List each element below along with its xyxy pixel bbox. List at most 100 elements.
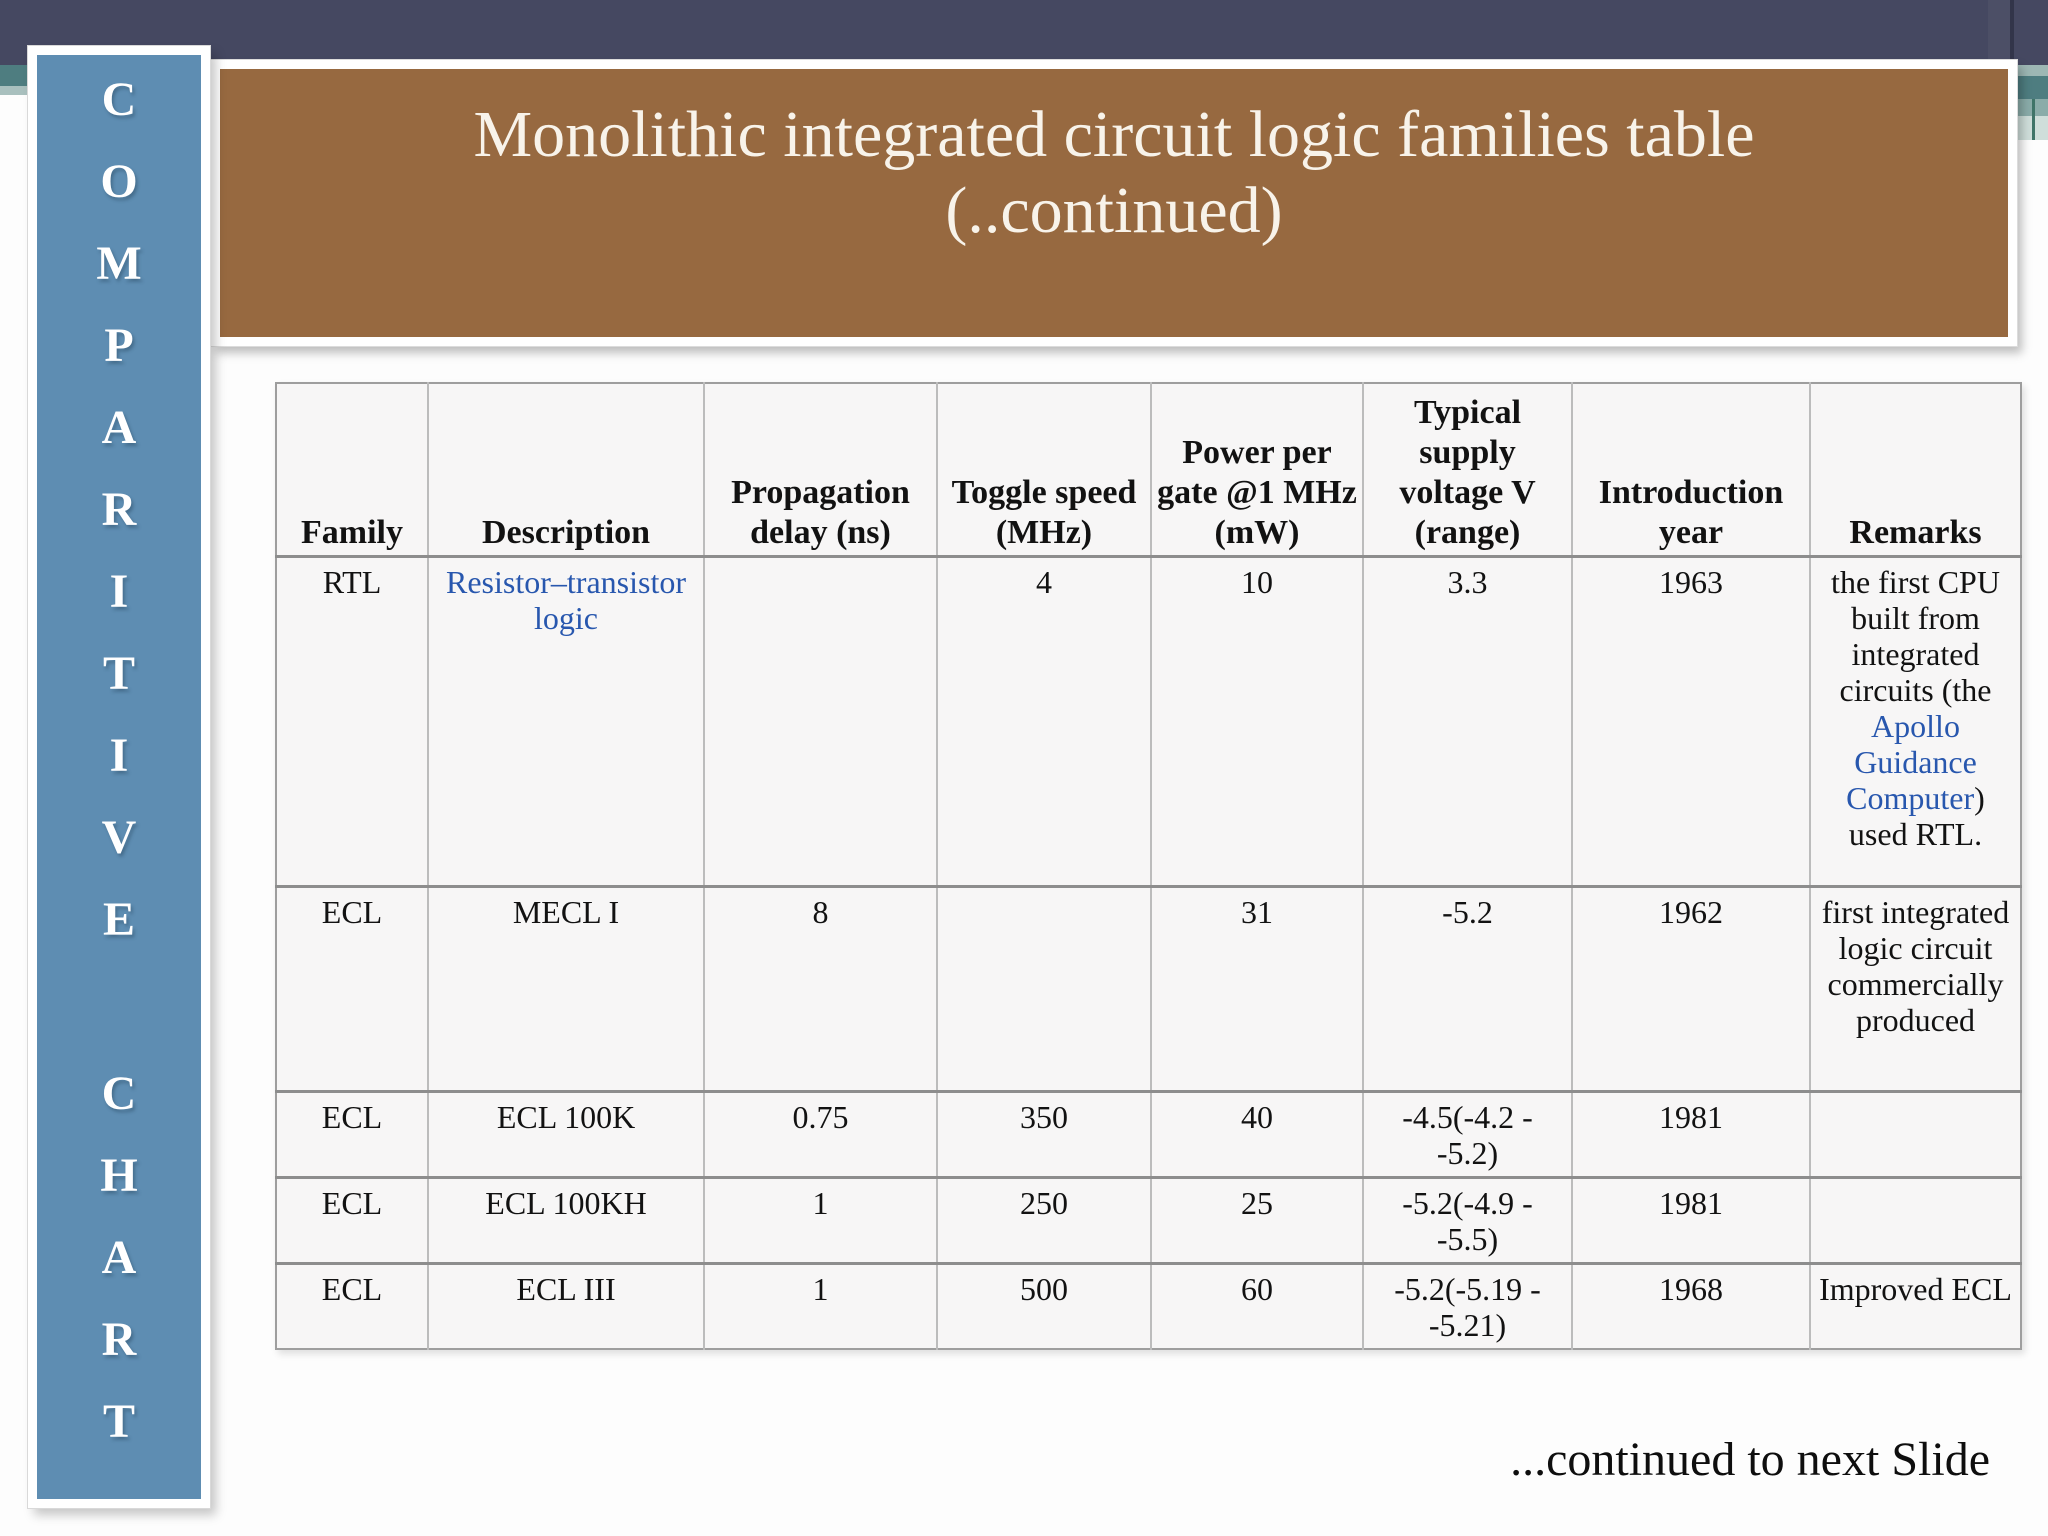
table-cell: 1968 <box>1571 1263 1810 1349</box>
teal-accent-right-line <box>2032 99 2035 140</box>
table-cell: 60 <box>1150 1263 1363 1349</box>
table-cell: 40 <box>1150 1091 1363 1177</box>
cell-text: MECL I <box>512 893 620 930</box>
table-cell: 1 <box>703 1177 937 1263</box>
table-row: RTL Resistor–transistor logic 4 10 3.3 1963 th… <box>276 556 2021 886</box>
cell-text: 1962 <box>1659 893 1723 930</box>
table-cell: 250 <box>936 1177 1151 1263</box>
table-cell <box>1809 1091 2021 1177</box>
cell-text: ECL <box>321 1270 383 1307</box>
table-cell: 3.3 <box>1362 556 1572 886</box>
sidebar-letter: H <box>100 1149 138 1202</box>
slide-title-line1: Monolithic integrated circuit logic fami… <box>473 98 1755 171</box>
column-header: Introduction year <box>1571 383 1810 556</box>
cell-text: -4.5(-4.2 - -5.2) <box>1402 1098 1533 1171</box>
table-cell: 1981 <box>1571 1091 1810 1177</box>
cell-text: 10 <box>1241 563 1273 600</box>
table-cell: 1981 <box>1571 1177 1810 1263</box>
sidebar-letter: M <box>96 237 142 290</box>
table-row: ECL ECL 100KH 1 250 25 -5.2(-4.9 - -5.5) 1981 <box>276 1177 2021 1263</box>
wiki-link[interactable]: Apollo Guidance Computer <box>1846 707 1977 816</box>
sidebar-letter: C <box>101 73 137 126</box>
table-cell: -5.2(-5.19 - -5.21) <box>1362 1263 1572 1349</box>
cell-text: first integrated logic circuit commercia… <box>1821 893 2010 1038</box>
column-header: Power per gate @1 MHz (mW) <box>1150 383 1363 556</box>
sidebar-letter: V <box>101 811 137 864</box>
sidebar-letter: A <box>101 1231 137 1284</box>
cell-text: ECL 100K <box>496 1098 636 1135</box>
cell-text: 500 <box>1020 1270 1068 1307</box>
cell-text: 25 <box>1241 1184 1273 1221</box>
cell-text: ECL 100KH <box>485 1184 647 1221</box>
cell-text: RTL <box>322 563 382 600</box>
table-cell <box>703 556 937 886</box>
table-cell: 31 <box>1150 886 1363 1091</box>
sidebar-letter: T <box>102 647 135 700</box>
cell-text: 31 <box>1241 893 1273 930</box>
table-cell: 1 <box>703 1263 937 1349</box>
table-cell <box>1809 1177 2021 1263</box>
logic-families-table-container: Family Description Propagation delay (ns) T… <box>275 382 2022 1350</box>
cell-text: -5.2(-5.19 - -5.21) <box>1394 1270 1541 1343</box>
sidebar-letter: C <box>101 1067 137 1120</box>
header-corner-stripe-dark <box>2010 0 2014 72</box>
table-cell: RTL <box>276 556 428 886</box>
table-cell: MECL I <box>427 886 704 1091</box>
table-header-row: Family Description Propagation delay (ns) T… <box>276 383 2021 556</box>
table-row: ECL MECL I 8 31 -5.2 1962 first integrated log… <box>276 886 2021 1091</box>
sidebar-letter: I <box>109 729 129 782</box>
sidebar-letter: T <box>102 1395 135 1448</box>
table-row: ECL ECL 100K 0.75 350 40 -4.5(-4.2 - -5.2) 198… <box>276 1091 2021 1177</box>
cell-text: 8 <box>812 893 829 930</box>
table-cell: ECL 100K <box>427 1091 704 1177</box>
table-cell: ECL <box>276 886 428 1091</box>
cell-text: 1981 <box>1659 1184 1723 1221</box>
header-band <box>0 0 2048 65</box>
cell-text: 1968 <box>1659 1270 1723 1307</box>
table-cell: Resistor–transistor logic <box>427 556 704 886</box>
table-cell: first integrated logic circuit commercia… <box>1809 886 2021 1091</box>
column-header: Family <box>301 513 403 551</box>
cell-text: ECL <box>321 1098 383 1135</box>
cell-text: ECL III <box>516 1270 616 1307</box>
sidebar-letter: R <box>101 483 137 536</box>
table-cell <box>936 886 1151 1091</box>
column-header: Toggle speed (MHz) <box>936 383 1151 556</box>
sidebar-letter: P <box>104 319 134 372</box>
table-cell: 25 <box>1150 1177 1363 1263</box>
cell-text: 350 <box>1020 1098 1068 1135</box>
cell-text: -5.2(-4.9 - -5.5) <box>1402 1184 1533 1257</box>
cell-text: 1 <box>812 1184 829 1221</box>
table-cell: -5.2 <box>1362 886 1572 1091</box>
table-cell: the first CPU built from integrated circ… <box>1809 556 2021 886</box>
table-cell: 1963 <box>1571 556 1810 886</box>
cell-text: ) used RTL. <box>1848 779 1985 852</box>
cell-text: 1963 <box>1659 563 1723 600</box>
cell-text: ECL <box>321 1184 383 1221</box>
table-cell: ECL <box>276 1177 428 1263</box>
table-cell: ECL <box>276 1091 428 1177</box>
column-header: Remarks <box>1809 383 2021 556</box>
table-cell: 1962 <box>1571 886 1810 1091</box>
sidebar-letter: E <box>102 893 135 946</box>
logic-families-table: Family Description Propagation delay (ns) T… <box>275 382 2022 1350</box>
table-cell: -4.5(-4.2 - -5.2) <box>1362 1091 1572 1177</box>
table-cell: ECL <box>276 1263 428 1349</box>
table-cell: 500 <box>936 1263 1151 1349</box>
cell-text: 1 <box>812 1270 829 1307</box>
cell-text: the first CPU built from integrated circ… <box>1831 563 2000 708</box>
table-cell: 0.75 <box>703 1091 937 1177</box>
table-cell: Improved ECL <box>1809 1263 2021 1349</box>
table-cell: 8 <box>703 886 937 1091</box>
cell-text: ECL <box>321 893 383 930</box>
cell-text: 40 <box>1241 1098 1273 1135</box>
cell-text: 250 <box>1020 1184 1068 1221</box>
header-corner-stripe <box>1988 0 2010 72</box>
teal-accent-right-2 <box>2016 76 2048 99</box>
wiki-link[interactable]: Resistor–transistor logic <box>446 563 686 636</box>
sidebar-letter: O <box>100 155 138 208</box>
cell-text: 60 <box>1241 1270 1273 1307</box>
table-row: ECL ECL III 1 500 60 -5.2(-5.19 - -5.21) 1968 I… <box>276 1263 2021 1349</box>
cell-text: 1981 <box>1659 1098 1723 1135</box>
continued-note: ...continued to next Slide <box>1510 1433 1990 1486</box>
